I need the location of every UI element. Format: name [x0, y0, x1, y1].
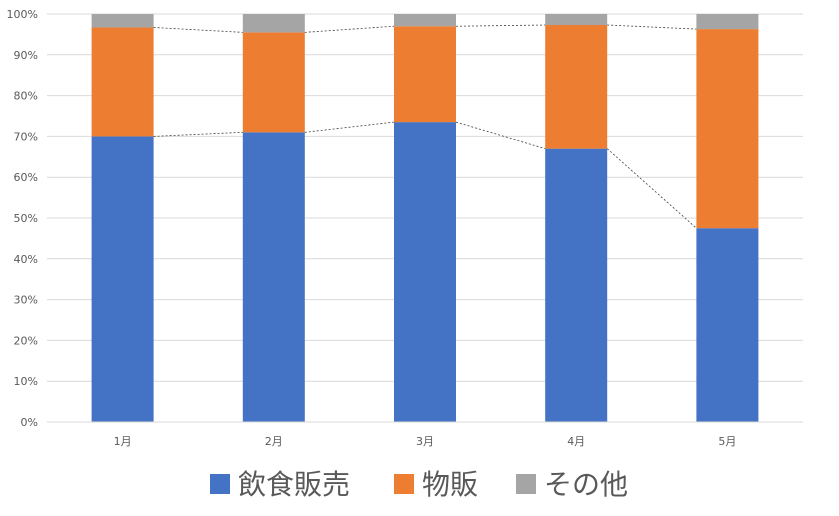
bar-segment [696, 228, 759, 422]
bar-segment [545, 148, 608, 422]
y-tick-label: 50% [14, 212, 38, 225]
bar-segment [394, 122, 456, 423]
y-tick-label: 40% [14, 253, 38, 266]
y-tick-label: 70% [14, 130, 38, 143]
bar-segment [394, 14, 456, 27]
legend-label: その他 [544, 468, 628, 501]
bar-segment [696, 29, 759, 229]
bar-segment [242, 14, 305, 33]
bar-segment [696, 14, 759, 30]
x-tick-label: 4月 [567, 435, 585, 448]
x-axis-ticks: 1月 2月 3月 4月 5月 [114, 435, 737, 448]
y-tick-label: 60% [14, 171, 38, 184]
legend: 飲食販売 物販 その他 [210, 468, 628, 501]
legend-label: 飲食販売 [238, 468, 350, 501]
y-tick-label: 0% [21, 416, 38, 429]
series-line [304, 121, 395, 133]
y-tick-label: 10% [14, 375, 38, 388]
series-line [455, 121, 546, 150]
series-line [607, 24, 697, 30]
y-tick-label: 30% [14, 294, 38, 307]
bar-segment [545, 14, 608, 26]
y-axis-ticks: 0% 10% 20% 30% 40% 50% 60% 70% 80% 90% 100% [7, 8, 38, 429]
y-tick-label: 20% [14, 334, 38, 347]
x-tick-label: 2月 [265, 435, 283, 448]
bar-segment [91, 136, 154, 422]
bar-segment [91, 27, 154, 137]
bar-segment [394, 26, 456, 123]
x-tick-label: 1月 [114, 435, 132, 448]
legend-swatch [394, 474, 414, 494]
y-tick-label: 90% [14, 49, 38, 62]
bar-segment [91, 14, 154, 28]
bar-segment [242, 132, 305, 422]
series-line [153, 131, 243, 137]
series-line [455, 24, 546, 27]
x-tick-label: 3月 [416, 435, 434, 448]
series-line [304, 25, 395, 33]
legend-swatch [516, 474, 536, 494]
y-tick-label: 100% [7, 8, 38, 21]
x-tick-label: 5月 [718, 435, 736, 448]
bars [91, 14, 759, 423]
bar-segment [545, 25, 608, 149]
series-line [153, 27, 243, 33]
y-tick-label: 80% [14, 90, 38, 103]
series-lines [153, 24, 697, 229]
legend-swatch [210, 474, 230, 494]
legend-label: 物販 [422, 468, 478, 501]
bar-segment [242, 32, 305, 133]
series-line [606, 148, 697, 229]
